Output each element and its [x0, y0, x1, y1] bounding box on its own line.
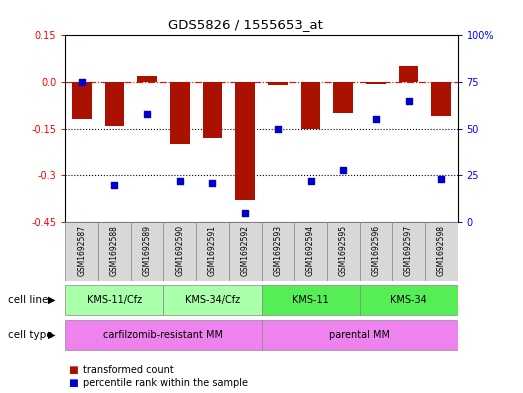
Bar	[301, 82, 320, 129]
Bar	[262, 320, 458, 350]
Bar	[360, 285, 458, 315]
Bar	[399, 66, 418, 82]
Point	[143, 111, 151, 117]
Bar	[137, 76, 157, 82]
Bar	[360, 222, 392, 281]
Bar	[235, 82, 255, 200]
Bar	[72, 82, 92, 119]
Bar	[425, 222, 458, 281]
Text: KMS-11/Cfz: KMS-11/Cfz	[87, 295, 142, 305]
Bar	[163, 222, 196, 281]
Point	[372, 116, 380, 123]
Bar	[268, 82, 288, 85]
Text: GSM1692595: GSM1692595	[339, 225, 348, 276]
Bar	[229, 222, 262, 281]
Text: cell type: cell type	[8, 330, 52, 340]
Point	[274, 125, 282, 132]
Text: GSM1692589: GSM1692589	[143, 225, 152, 276]
Bar	[65, 285, 163, 315]
Bar	[65, 222, 98, 281]
Bar	[196, 222, 229, 281]
Point	[208, 180, 217, 186]
Text: KMS-34/Cfz: KMS-34/Cfz	[185, 295, 240, 305]
Text: GSM1692591: GSM1692591	[208, 225, 217, 276]
Text: GSM1692598: GSM1692598	[437, 225, 446, 276]
Bar	[105, 82, 124, 126]
Point	[404, 97, 413, 104]
Point	[77, 79, 86, 85]
Point	[176, 178, 184, 184]
Text: GSM1692590: GSM1692590	[175, 225, 184, 276]
Text: ▶: ▶	[48, 330, 55, 340]
Text: transformed count: transformed count	[83, 365, 174, 375]
Bar	[98, 222, 131, 281]
Text: carfilzomib-resistant MM: carfilzomib-resistant MM	[104, 330, 223, 340]
Text: cell line: cell line	[8, 295, 48, 305]
Bar	[327, 222, 360, 281]
Bar	[203, 82, 222, 138]
Bar	[163, 285, 262, 315]
Bar	[334, 82, 353, 113]
Text: GSM1692597: GSM1692597	[404, 225, 413, 276]
Text: GSM1692587: GSM1692587	[77, 225, 86, 276]
Text: parental MM: parental MM	[329, 330, 390, 340]
Point	[306, 178, 315, 184]
Bar	[366, 82, 385, 84]
Bar	[431, 82, 451, 116]
Text: GSM1692592: GSM1692592	[241, 225, 249, 276]
Text: ■: ■	[68, 378, 78, 388]
Text: percentile rank within the sample: percentile rank within the sample	[83, 378, 247, 388]
Point	[437, 176, 446, 182]
Bar	[262, 222, 294, 281]
Point	[241, 209, 249, 216]
Text: GSM1692593: GSM1692593	[274, 225, 282, 276]
Text: ■: ■	[68, 365, 78, 375]
Bar	[392, 222, 425, 281]
Text: GDS5826 / 1555653_at: GDS5826 / 1555653_at	[168, 18, 323, 31]
Text: KMS-34: KMS-34	[390, 295, 427, 305]
Point	[339, 167, 347, 173]
Text: ▶: ▶	[48, 295, 55, 305]
Bar	[65, 320, 262, 350]
Text: GSM1692594: GSM1692594	[306, 225, 315, 276]
Point	[110, 182, 119, 188]
Bar	[170, 82, 190, 144]
Text: GSM1692596: GSM1692596	[371, 225, 380, 276]
Text: GSM1692588: GSM1692588	[110, 225, 119, 276]
Bar	[131, 222, 163, 281]
Bar	[262, 285, 360, 315]
Bar	[294, 222, 327, 281]
Text: KMS-11: KMS-11	[292, 295, 329, 305]
